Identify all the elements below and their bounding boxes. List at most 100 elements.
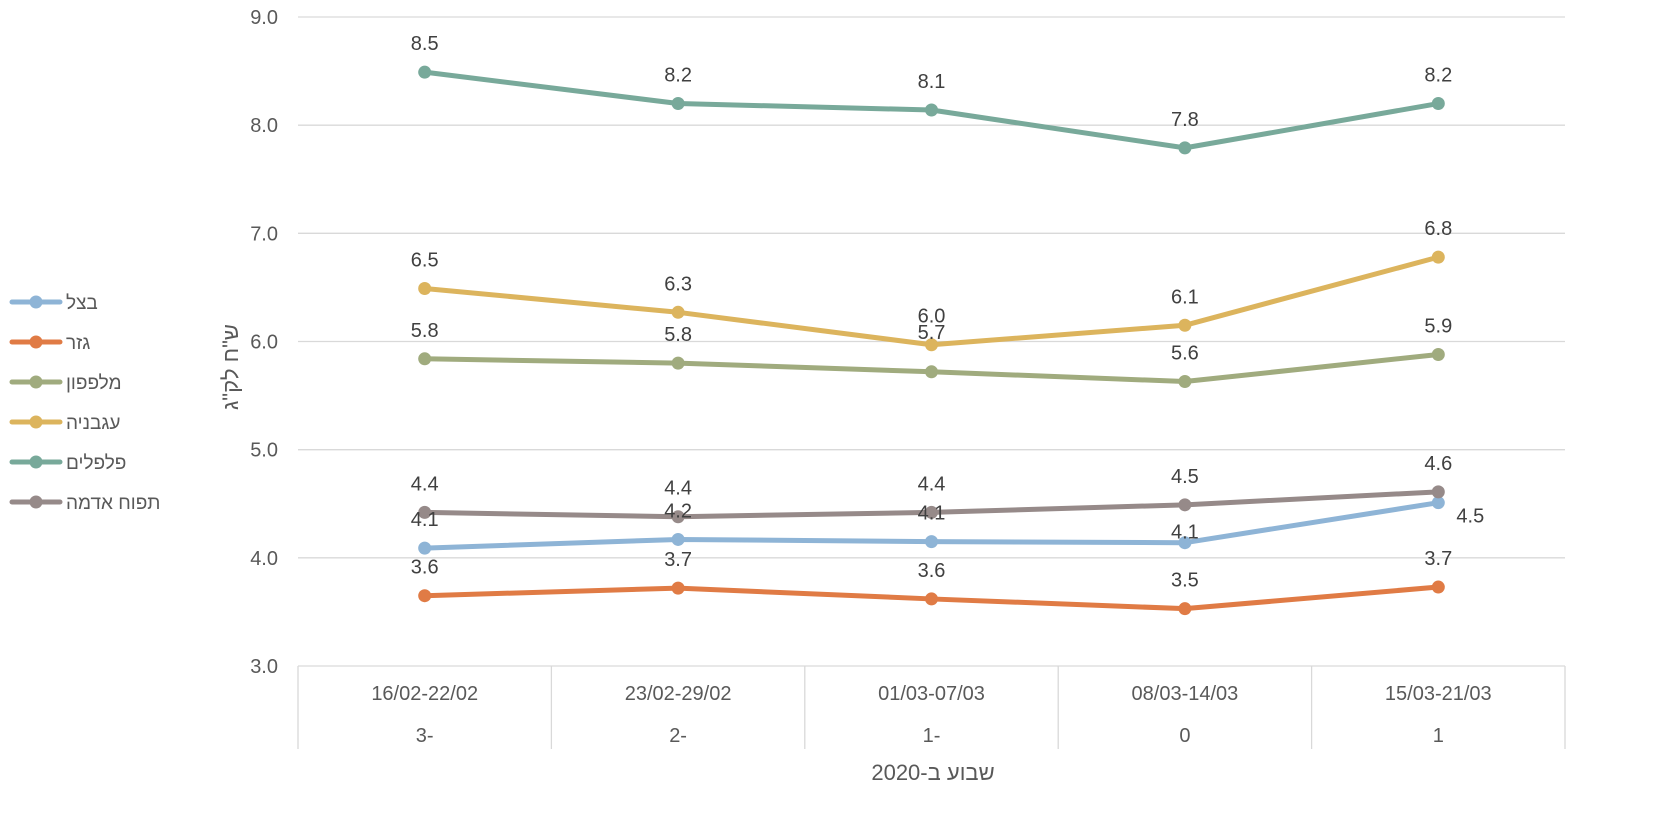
data-label: 6.3	[664, 273, 692, 295]
data-label: 5.8	[411, 320, 439, 342]
y-tick-label: 7.0	[250, 223, 278, 245]
data-label: 4.1	[1171, 522, 1199, 544]
legend-swatch-marker	[29, 335, 43, 349]
data-point[interactable]	[1431, 97, 1445, 111]
data-label: 8.5	[411, 33, 439, 55]
legend: בצל גזר מלפפון עגבניה פלפלים תפוח אדמה	[9, 293, 160, 514]
data-label: 6.0	[918, 306, 946, 328]
data-label: 4.5	[1456, 506, 1484, 528]
data-label: 4.2	[664, 500, 692, 522]
data-label: 5.9	[1424, 315, 1452, 337]
data-point[interactable]	[925, 592, 938, 606]
series-group	[418, 65, 1445, 616]
data-point[interactable]	[418, 589, 432, 603]
data-label: 3.6	[411, 557, 439, 579]
legend-swatch-marker	[29, 295, 43, 309]
data-label: 6.5	[411, 249, 439, 271]
data-point[interactable]	[1178, 318, 1192, 332]
data-point[interactable]	[925, 338, 938, 352]
x-week-number: 2-	[669, 725, 687, 747]
x-week-number: 3-	[416, 725, 434, 747]
data-point[interactable]	[418, 352, 432, 366]
data-point[interactable]	[1178, 498, 1192, 512]
y-tick-label: 4.0	[250, 548, 278, 570]
data-point[interactable]	[1431, 580, 1445, 594]
data-label: 5.6	[1171, 343, 1199, 365]
x-category-label: 08/03-14/03	[1132, 683, 1239, 705]
legend-item[interactable]: פלפלים	[9, 453, 126, 474]
data-point[interactable]	[671, 305, 685, 319]
y-tick-label: 5.0	[250, 440, 278, 462]
x-category-label: 15/03-21/03	[1385, 683, 1492, 705]
data-label: 4.4	[664, 478, 692, 500]
data-point[interactable]	[418, 281, 432, 295]
x-category-label: 01/03-07/03	[878, 683, 985, 705]
data-point[interactable]	[1178, 375, 1192, 389]
data-label: 4.6	[1424, 453, 1452, 475]
data-point[interactable]	[418, 505, 432, 519]
legend-swatch-marker	[29, 455, 43, 469]
data-label: 8.1	[918, 71, 946, 93]
x-week-number: 0	[1179, 725, 1190, 747]
y-tick-label: 3.0	[250, 656, 278, 678]
data-label: 4.4	[918, 473, 946, 495]
data-label: 8.2	[664, 65, 692, 87]
y-tick-label: 6.0	[250, 332, 278, 354]
data-label: 4.5	[1171, 466, 1199, 488]
data-point[interactable]	[925, 505, 938, 519]
data-label: 3.7	[1424, 548, 1452, 570]
data-point[interactable]	[1431, 485, 1445, 499]
data-point[interactable]	[418, 541, 432, 555]
data-point[interactable]	[1178, 536, 1192, 550]
legend-label: בצל	[66, 293, 98, 314]
x-week-number: 1	[1433, 725, 1444, 747]
y-axis-title: ש"ח לק"ג	[218, 324, 243, 410]
data-label: 5.8	[664, 324, 692, 346]
data-point[interactable]	[1178, 141, 1192, 155]
legend-label: עגבניה	[66, 413, 120, 434]
legend-swatch-marker	[29, 415, 43, 429]
y-axis-ticks: 3.0 4.0 5.0 6.0 7.0 8.0 9.0	[250, 7, 278, 678]
legend-item[interactable]: בצל	[9, 293, 98, 314]
legend-label: מלפפון	[66, 373, 122, 394]
y-tick-label: 8.0	[250, 115, 278, 137]
data-labels: 4.1 4.2 4.1 4.1 4.5 3.6 3.7 3.6 3.5 3.7 5.8 5.8 5.7 5…	[411, 33, 1484, 592]
data-point[interactable]	[671, 581, 685, 595]
data-label: 5.7	[918, 322, 946, 344]
data-point[interactable]	[671, 532, 685, 546]
data-point[interactable]	[1431, 496, 1445, 510]
legend-swatch-marker	[29, 495, 43, 509]
data-point[interactable]	[671, 97, 685, 111]
data-point[interactable]	[925, 365, 938, 379]
data-point[interactable]	[925, 103, 938, 117]
data-point[interactable]	[671, 510, 685, 524]
data-label: 6.8	[1424, 218, 1452, 240]
data-label: 8.2	[1424, 65, 1452, 87]
legend-item[interactable]: עגבניה	[9, 413, 120, 434]
x-week-number: 1-	[923, 725, 941, 747]
legend-swatch-marker	[29, 375, 43, 389]
x-axis-title: שבוע ב-2020	[871, 760, 994, 785]
legend-label: פלפלים	[66, 453, 126, 474]
y-tick-label: 9.0	[250, 7, 278, 29]
data-point[interactable]	[1431, 250, 1445, 264]
data-label: 4.1	[411, 509, 439, 531]
data-label: 4.4	[411, 473, 439, 495]
data-label: 3.6	[918, 560, 946, 582]
legend-item[interactable]: מלפפון	[9, 373, 122, 394]
legend-item[interactable]: תפוח אדמה	[9, 493, 160, 514]
data-point[interactable]	[418, 65, 432, 79]
legend-label: גזר	[66, 333, 90, 354]
legend-label: תפוח אדמה	[66, 493, 160, 514]
x-axis: 16/02-22/02 3- 23/02-29/02 2- 01/03-07/03 1- 0…	[297, 666, 1566, 749]
data-point[interactable]	[671, 356, 685, 370]
data-point[interactable]	[1178, 602, 1192, 616]
gridlines	[298, 16, 1565, 667]
data-label: 3.7	[664, 549, 692, 571]
legend-item[interactable]: גזר	[9, 333, 90, 354]
data-point[interactable]	[925, 535, 938, 549]
data-label: 4.1	[918, 503, 946, 525]
data-point[interactable]	[1431, 347, 1445, 361]
x-category-label: 23/02-29/02	[625, 683, 732, 705]
